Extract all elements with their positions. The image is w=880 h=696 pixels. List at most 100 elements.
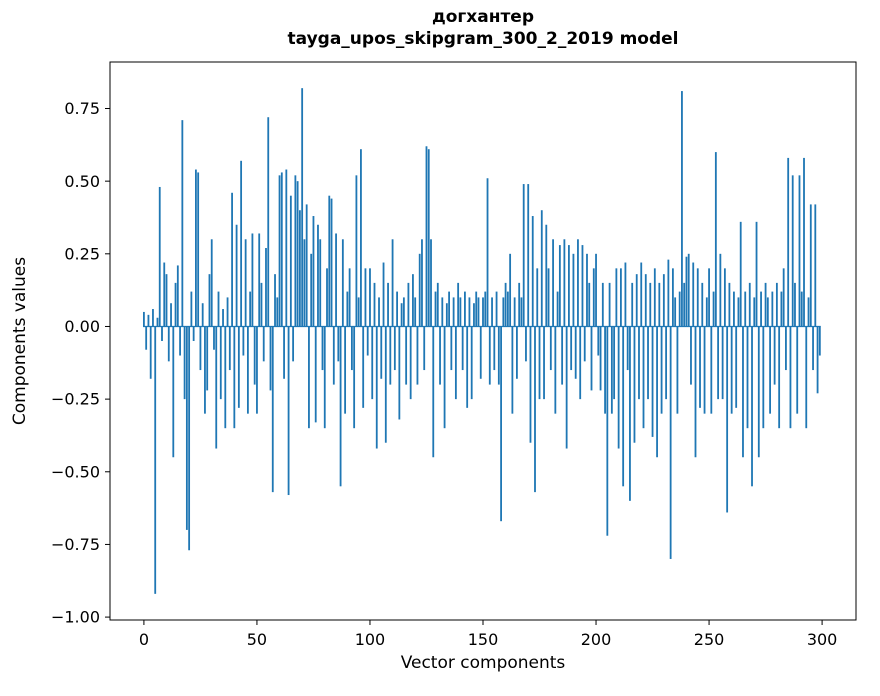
bar <box>339 326 342 487</box>
bar <box>244 239 247 327</box>
bar <box>755 221 758 327</box>
bar <box>491 297 493 327</box>
bar <box>782 268 785 327</box>
bar <box>195 169 197 327</box>
bar <box>531 216 534 327</box>
bar <box>181 120 184 327</box>
bar <box>558 245 561 327</box>
bar <box>285 169 288 327</box>
bar <box>384 326 387 443</box>
bar <box>710 326 713 414</box>
bar <box>224 326 227 429</box>
bar <box>565 326 568 449</box>
bar <box>690 326 692 385</box>
bar <box>554 326 557 414</box>
bar <box>809 204 812 327</box>
bar <box>215 326 218 449</box>
bar <box>484 291 487 327</box>
bar <box>344 326 347 414</box>
bar <box>764 282 767 327</box>
bar <box>409 326 412 400</box>
bar <box>649 282 652 327</box>
bar <box>601 282 604 327</box>
bar <box>441 297 444 327</box>
bar <box>287 326 290 496</box>
bar <box>393 326 396 371</box>
bar <box>495 291 498 327</box>
bar <box>364 268 367 327</box>
bar <box>391 239 394 327</box>
bar <box>308 326 310 429</box>
axes-frame <box>109 61 857 621</box>
bar <box>296 181 299 327</box>
bar <box>619 268 622 327</box>
bar <box>197 172 200 327</box>
bar <box>705 297 708 327</box>
bar <box>798 175 801 327</box>
bar <box>143 311 145 327</box>
bar <box>536 268 539 327</box>
bar <box>547 268 550 327</box>
bar <box>258 233 261 327</box>
bar <box>518 282 521 327</box>
bar <box>466 326 469 408</box>
bar <box>796 326 799 414</box>
bar <box>513 297 516 327</box>
bar <box>746 326 749 429</box>
bar <box>348 268 351 327</box>
bar <box>260 282 263 327</box>
bar <box>742 326 744 458</box>
bar <box>714 152 717 327</box>
chart-title: догхантер <box>432 7 534 27</box>
bar <box>737 297 740 327</box>
y-tick-label: 0.00 <box>64 317 100 336</box>
bar <box>615 268 618 327</box>
bar <box>475 291 478 327</box>
bar <box>253 326 256 385</box>
bar <box>450 326 453 371</box>
bar <box>246 326 249 414</box>
bar <box>204 326 206 414</box>
bar <box>807 297 810 327</box>
bar <box>674 297 677 327</box>
bar <box>357 297 360 327</box>
bar <box>378 297 380 327</box>
bar <box>434 291 437 327</box>
bar <box>167 326 170 362</box>
bar <box>387 282 389 327</box>
bar <box>579 326 582 400</box>
bar <box>470 326 473 400</box>
bar <box>516 326 518 379</box>
bar <box>522 184 525 327</box>
y-axis-ticks: −1.00 −0.75 −0.50 −0.25 0.00 0.25 0.50 0.75 <box>51 99 110 627</box>
bar <box>321 326 324 371</box>
bar <box>156 317 159 327</box>
bar <box>210 239 213 327</box>
bar <box>814 204 817 327</box>
bar <box>452 297 455 327</box>
bar <box>556 291 559 327</box>
bar <box>816 326 819 394</box>
bar <box>464 291 466 327</box>
bar <box>520 297 523 327</box>
bar <box>319 239 322 327</box>
bar <box>766 297 769 327</box>
bar <box>457 282 460 327</box>
bar <box>493 326 496 371</box>
bar <box>154 326 157 594</box>
bar <box>647 326 649 400</box>
bar <box>436 282 439 327</box>
bar <box>188 326 191 551</box>
bar <box>427 149 430 327</box>
bar <box>583 326 586 362</box>
bar <box>219 326 222 400</box>
bar <box>744 291 747 327</box>
bar <box>149 326 152 379</box>
bar <box>380 326 383 379</box>
bar <box>723 268 726 327</box>
bar <box>778 326 781 429</box>
x-axis-ticks: 0 50 100 150 200 250 300 <box>139 620 837 649</box>
bar <box>192 326 195 341</box>
bar <box>629 326 631 501</box>
bar <box>267 117 270 327</box>
